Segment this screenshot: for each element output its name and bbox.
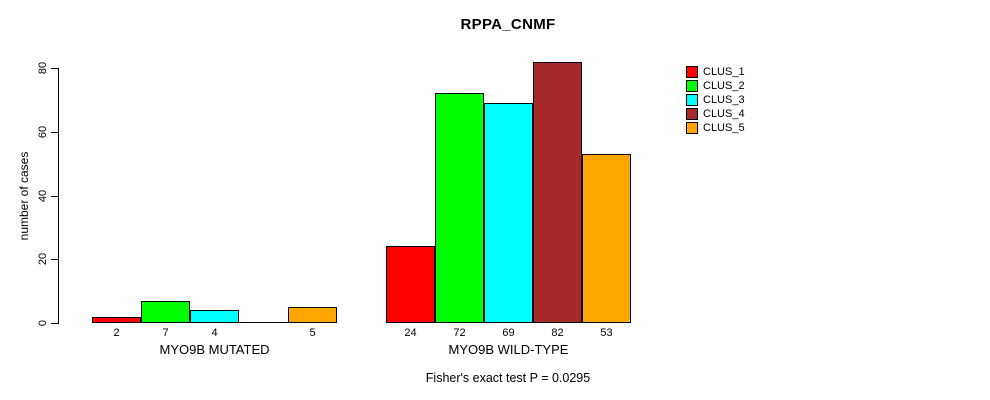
bar-group [386, 0, 631, 323]
legend-item: CLUS_4 [686, 108, 745, 120]
bar-value-label: 4 [211, 327, 218, 339]
bar-clus_2 [435, 93, 484, 323]
bar-clus_3 [484, 103, 533, 323]
bar-clus_5 [582, 154, 631, 323]
fisher-test-annotation: Fisher's exact test P = 0.0295 [425, 371, 591, 385]
y-axis-tick [51, 68, 58, 69]
bar-clus_2 [141, 301, 190, 323]
bar-value-label [239, 327, 288, 339]
bar-clus_3 [190, 310, 239, 323]
bar-value-label: 7 [162, 327, 169, 339]
bar-value-label: 53 [600, 327, 613, 339]
legend-swatch [686, 122, 698, 134]
legend-item-label: CLUS_1 [703, 66, 745, 78]
y-axis-tick-label: 80 [37, 61, 49, 75]
y-axis-tick-label: 20 [37, 253, 49, 266]
bar-clus_4 [239, 322, 288, 323]
y-axis-label: number of cases [17, 151, 31, 241]
legend: CLUS_1 CLUS_2 CLUS_3 CLUS_4 CLUS_5 [686, 66, 745, 136]
bar-clus_4 [533, 62, 582, 323]
y-axis-tick-label: 40 [37, 189, 49, 202]
y-axis-tick-label: 0 [37, 319, 49, 327]
legend-swatch [686, 94, 698, 106]
legend-swatch [686, 108, 698, 120]
bar-value-label: 72 [453, 327, 466, 339]
y-axis-line [58, 68, 59, 324]
bar-value-label: 69 [502, 327, 515, 339]
legend-item: CLUS_3 [686, 94, 745, 106]
chart-title: RPPA_CNMF [460, 16, 556, 33]
bar-clus_1 [386, 246, 435, 323]
y-axis-tick-label: 60 [37, 125, 49, 138]
legend-item: CLUS_1 [686, 66, 745, 78]
bar-clus_1 [92, 317, 141, 323]
legend-item: CLUS_2 [686, 80, 745, 92]
bar-value-label: 24 [404, 327, 417, 339]
y-axis-tick [51, 323, 58, 324]
legend-item-label: CLUS_3 [703, 94, 745, 106]
legend-swatch [686, 66, 698, 78]
legend-item: CLUS_5 [686, 122, 745, 134]
y-axis-tick [51, 132, 58, 133]
legend-item-label: CLUS_5 [703, 122, 745, 134]
y-axis-tick [51, 259, 58, 260]
bar-value-label: 2 [113, 327, 120, 339]
x-group-label-wild-type: MYO9B WILD-TYPE [448, 342, 569, 357]
legend-item-label: CLUS_4 [703, 108, 745, 120]
bar-value-label: 5 [309, 327, 316, 339]
bar-group [92, 0, 337, 323]
y-axis-tick [51, 196, 58, 197]
legend-swatch [686, 80, 698, 92]
x-group-label-mutated: MYO9B MUTATED [159, 342, 270, 357]
legend-item-label: CLUS_2 [703, 80, 745, 92]
bar-value-labels: 2 7 4 5 [92, 327, 337, 339]
bar-clus_5 [288, 307, 337, 323]
bar-value-labels: 24 72 69 82 53 [386, 327, 631, 339]
bar-value-label: 82 [551, 327, 564, 339]
